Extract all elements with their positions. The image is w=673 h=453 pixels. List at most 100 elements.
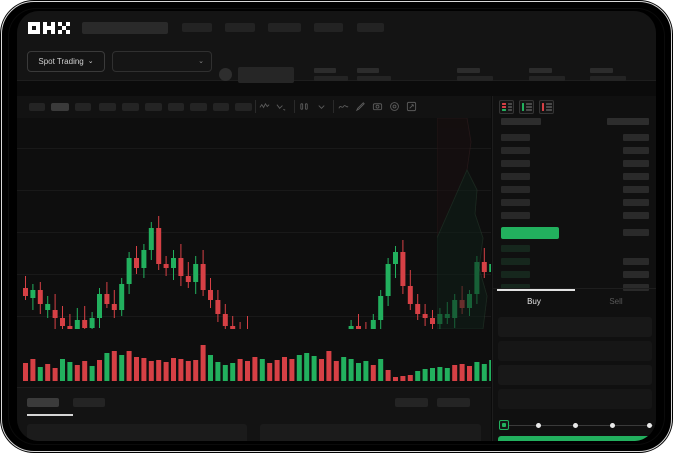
chart-gridline: [17, 190, 491, 191]
tab-buy[interactable]: Buy: [493, 295, 575, 309]
amount-percent-slider[interactable]: [498, 420, 653, 430]
orderbook-rows[interactable]: [493, 118, 656, 291]
orderbook-bid-row[interactable]: [501, 271, 530, 278]
chart-gridline: [17, 274, 491, 275]
price-field[interactable]: [498, 341, 652, 361]
orderbook-ask-qty: [623, 147, 649, 154]
order-type-field[interactable]: [498, 317, 652, 337]
okx-logo[interactable]: OKX: [28, 22, 72, 34]
pair-name-label: [238, 67, 294, 83]
orderbook-bid-row[interactable]: [501, 245, 530, 252]
nav-item-2[interactable]: [225, 23, 255, 32]
tab-buy-label: Buy: [527, 297, 541, 306]
slider-stop-75[interactable]: [610, 422, 615, 428]
bottom-tab-open-orders[interactable]: [27, 398, 59, 407]
stat-low: [529, 68, 565, 81]
slider-stop-50[interactable]: [573, 422, 578, 428]
orderbook-ask-row[interactable]: [501, 160, 530, 167]
chart-compare-icon[interactable]: [276, 101, 287, 112]
orderbook-ask-qty: [623, 229, 649, 236]
nav-item-3[interactable]: [268, 23, 301, 32]
tf-7[interactable]: [168, 103, 184, 111]
bottom-panel-left: [27, 424, 247, 441]
market-type-label: Spot Trading: [38, 57, 84, 66]
buy-submit-button[interactable]: [498, 436, 652, 441]
price-chart[interactable]: [17, 118, 491, 329]
orderbook-ask-row[interactable]: [501, 186, 530, 193]
orderbook-last-price: [501, 227, 559, 239]
orderbook-ask-qty: [623, 134, 649, 141]
active-tab-underline: [27, 414, 73, 416]
orderbook-view-both-icon[interactable]: [499, 100, 514, 114]
orderbook-ask-row[interactable]: [501, 134, 530, 141]
amount-field[interactable]: [498, 365, 652, 385]
candlestick-series: [23, 216, 491, 329]
tf-9[interactable]: [213, 103, 229, 111]
volume-chart[interactable]: [17, 329, 491, 387]
toolbar-divider: [255, 100, 256, 113]
chart-line-icon[interactable]: [338, 101, 349, 112]
stat-last-price: [314, 68, 348, 81]
market-type-dropdown[interactable]: Spot Trading ⌄: [27, 51, 105, 72]
toolbar-divider: [333, 100, 334, 113]
bottom-tab-order-history[interactable]: [73, 398, 105, 407]
fullscreen-icon[interactable]: [406, 101, 417, 112]
chart-gridline: [17, 316, 491, 317]
tf-1[interactable]: [29, 103, 45, 111]
chevron-down-icon: ⌄: [87, 58, 94, 65]
tf-10[interactable]: [235, 103, 252, 111]
slider-stop-25[interactable]: [536, 422, 541, 428]
tab-sell-label: Sell: [609, 297, 623, 306]
total-field[interactable]: [498, 389, 652, 409]
volume-series: [23, 345, 491, 381]
bottom-panel-right: [260, 424, 481, 441]
tf-5[interactable]: [122, 103, 139, 111]
tf-6[interactable]: [145, 103, 162, 111]
orderbook-view-bids-icon[interactable]: [519, 100, 534, 114]
bottom-action-2[interactable]: [437, 398, 470, 407]
orderbook-ask-row[interactable]: [501, 212, 530, 219]
orderbook-ask-qty: [623, 186, 649, 193]
indicators-icon[interactable]: [299, 101, 310, 112]
orderbook-view-asks-icon[interactable]: [539, 100, 554, 114]
chevron-down-icon: ⌄: [198, 58, 204, 65]
tf-8[interactable]: [190, 103, 207, 111]
slider-stop-100[interactable]: [647, 422, 652, 428]
orderbook-bid-qty: [623, 271, 649, 278]
nav-item-4[interactable]: [314, 23, 343, 32]
chart-settings-icon[interactable]: [389, 101, 400, 112]
chart-type-candles-icon[interactable]: [259, 101, 270, 112]
stat-change: [357, 68, 391, 81]
toolbar-divider: [294, 100, 295, 113]
tf-3[interactable]: [75, 103, 91, 111]
panel-divider: [493, 288, 656, 289]
orderbook-ask-row[interactable]: [501, 173, 530, 180]
orders-panel: [17, 387, 491, 441]
tf-4[interactable]: [99, 103, 116, 111]
orderbook-ask-row[interactable]: [501, 147, 530, 154]
orderbook-ask-row[interactable]: [501, 199, 530, 206]
tab-sell[interactable]: Sell: [575, 295, 656, 309]
orderbook-header-qty: [607, 118, 649, 125]
orderbook-ask-qty: [623, 199, 649, 206]
nav-item-5[interactable]: [357, 23, 384, 32]
camera-snapshot-icon[interactable]: [372, 101, 383, 112]
tablet-screen: OKX: [17, 11, 656, 441]
drawing-tools-icon[interactable]: [355, 101, 366, 112]
nav-item-1[interactable]: [182, 23, 212, 32]
search-input[interactable]: [82, 22, 168, 34]
orderbook-and-trade-panel: Buy Sell: [492, 96, 656, 441]
chevron-down-icon[interactable]: [316, 101, 327, 112]
chart-toolbar: [17, 96, 491, 119]
chart-gridline: [17, 232, 491, 233]
orderbook-bid-qty: [623, 258, 649, 265]
trading-pair-dropdown[interactable]: ⌄: [112, 51, 212, 72]
orderbook-header-price: [501, 118, 541, 125]
orderbook-bid-row[interactable]: [501, 258, 530, 265]
slider-handle[interactable]: [499, 420, 509, 430]
tf-2[interactable]: [51, 103, 69, 111]
orderbook-bid-qty: [623, 284, 649, 291]
slider-track: [505, 424, 653, 426]
bottom-action-1[interactable]: [395, 398, 428, 407]
orderbook-bid-row[interactable]: [501, 284, 530, 291]
